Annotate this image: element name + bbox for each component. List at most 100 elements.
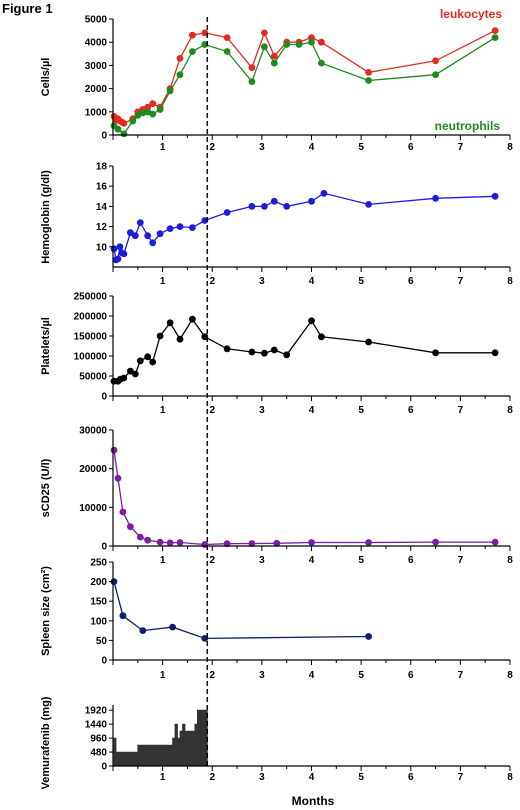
data-point xyxy=(189,315,196,323)
data-point xyxy=(114,125,122,133)
data-point xyxy=(223,540,231,548)
data-point xyxy=(295,41,303,48)
data-point xyxy=(223,34,231,41)
y-tick-label: 0 xyxy=(101,131,107,142)
y-tick-label: 2000 xyxy=(85,84,108,95)
x-tick-label: 1 xyxy=(160,772,166,783)
data-point xyxy=(365,201,372,208)
panel-3: 0 50000 100000 150000 200000 250000 1 2 3 4 5 6 7 8 Pl… xyxy=(40,292,513,417)
data-point xyxy=(270,59,278,67)
y-tick-label: 10000 xyxy=(79,503,107,514)
data-point xyxy=(136,219,144,227)
x-tick-label: 6 xyxy=(408,276,414,287)
data-point xyxy=(114,255,122,263)
x-tick-label: 3 xyxy=(259,142,265,153)
y-tick-label: 20000 xyxy=(79,464,107,475)
data-point xyxy=(223,345,231,353)
data-point xyxy=(144,353,152,361)
y-tick-label: 5000 xyxy=(85,15,108,26)
data-point xyxy=(131,232,139,240)
y-tick-label: 150000 xyxy=(74,332,108,343)
x-tick-label: 3 xyxy=(259,772,265,783)
data-point xyxy=(201,635,209,642)
panel-5: 0 50 100 150 200 250 1 2 3 4 5 6 7 8 Spleen size (cm²) xyxy=(40,558,513,682)
y-tick-label: 30000 xyxy=(79,426,107,437)
data-point xyxy=(248,203,256,210)
panel-4: 0 10000 20000 30000 1 2 3 4 5 6 7 8 sCD25 (U/l) xyxy=(40,426,513,567)
data-point xyxy=(189,31,196,39)
y-axis-label: Vemurafenib (mg) xyxy=(40,696,52,789)
y-tick-label: 100 xyxy=(90,616,107,627)
data-point xyxy=(156,230,164,238)
x-tick-label: 2 xyxy=(209,772,215,783)
data-point xyxy=(110,578,118,585)
y-tick-label: 50000 xyxy=(79,372,107,383)
data-point xyxy=(129,117,137,125)
data-point xyxy=(189,48,196,55)
data-point xyxy=(126,229,134,237)
data-point xyxy=(176,335,184,343)
data-point xyxy=(248,540,256,547)
y-axis-label: Cells/µl xyxy=(40,58,52,97)
panel-6: 0 480 960 1440 1920 1 2 3 4 5 6 7 8 Vemurafenib (mg) xyxy=(40,696,513,789)
x-tick-label: 5 xyxy=(358,276,364,287)
series-line xyxy=(113,450,496,546)
data-point xyxy=(166,225,174,233)
y-tick-label: 0 xyxy=(101,542,107,553)
data-point xyxy=(176,223,184,231)
data-point xyxy=(261,203,268,210)
data-point xyxy=(120,130,128,138)
y-tick-label: 18 xyxy=(96,162,108,173)
data-point xyxy=(270,52,278,60)
data-point xyxy=(491,34,499,41)
y-tick-label: 960 xyxy=(90,734,107,745)
data-point xyxy=(119,508,127,516)
data-point xyxy=(491,349,499,357)
data-point xyxy=(176,539,184,546)
data-point xyxy=(261,43,268,51)
x-tick-label: 4 xyxy=(309,670,315,681)
y-tick-label: 10 xyxy=(96,242,108,253)
x-tick-label: 6 xyxy=(408,772,414,783)
data-point xyxy=(120,250,128,258)
y-axis-label: Spleen size (cm²) xyxy=(40,566,52,656)
data-point xyxy=(318,333,325,341)
data-point xyxy=(261,349,268,357)
data-point xyxy=(166,539,174,547)
x-tick-label: 4 xyxy=(309,555,315,566)
x-tick-label: 3 xyxy=(259,670,265,681)
data-point xyxy=(283,351,291,359)
legend-leukocytes: leukocytes xyxy=(440,7,502,21)
data-point xyxy=(116,243,124,251)
data-point xyxy=(270,346,278,354)
y-tick-label: 0 xyxy=(101,656,107,667)
data-point xyxy=(144,536,152,544)
x-tick-label: 1 xyxy=(160,142,166,153)
data-point xyxy=(248,348,256,356)
x-tick-label: 5 xyxy=(358,772,364,783)
y-tick-label: 250 xyxy=(90,558,107,569)
y-tick-label: 100000 xyxy=(74,352,108,363)
data-point xyxy=(283,41,291,48)
x-tick-label: 8 xyxy=(507,276,513,287)
data-point xyxy=(365,69,372,76)
x-tick-label: 3 xyxy=(259,555,265,566)
x-tick-label: 1 xyxy=(160,276,166,287)
x-tick-label: 2 xyxy=(209,555,215,566)
y-tick-label: 1920 xyxy=(85,706,108,717)
data-point xyxy=(166,319,174,327)
y-tick-label: 0 xyxy=(101,762,107,773)
x-tick-label: 5 xyxy=(358,670,364,681)
data-point xyxy=(223,209,231,216)
x-tick-label: 2 xyxy=(209,142,215,153)
x-tick-label: 7 xyxy=(458,276,464,287)
data-point xyxy=(273,539,281,547)
y-tick-label: 150 xyxy=(90,597,107,608)
data-point xyxy=(270,197,278,205)
panel-1: 0 1000 2000 3000 4000 5000 1 2 3 4 5 6 7 8 Cells/µl leu… xyxy=(40,7,513,153)
data-point xyxy=(432,194,439,202)
data-point xyxy=(491,192,499,200)
x-tick-label: 6 xyxy=(408,405,414,416)
data-point xyxy=(491,538,499,546)
